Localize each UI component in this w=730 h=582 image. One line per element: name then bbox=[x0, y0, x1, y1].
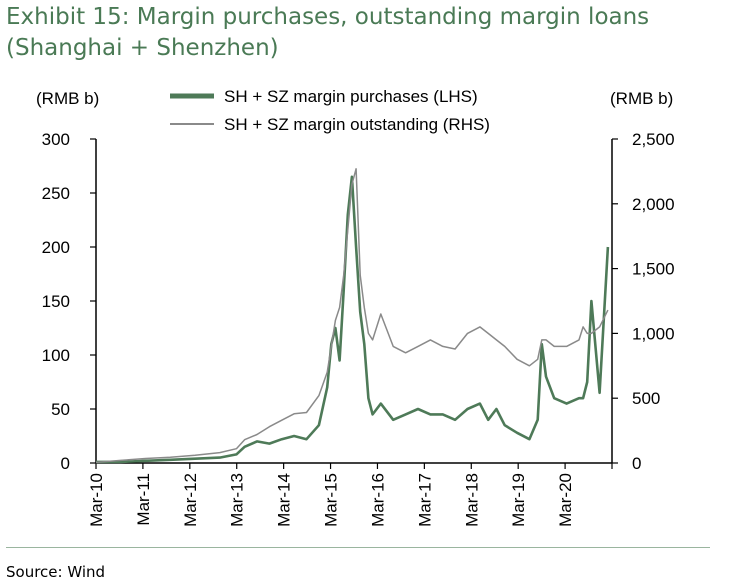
left-tick-label: 50 bbox=[51, 400, 70, 419]
source-note: Source: Wind bbox=[6, 563, 106, 581]
x-tick-label: Mar-15 bbox=[322, 473, 341, 527]
x-tick-label: Mar-20 bbox=[556, 473, 575, 527]
right-tick-label: 1,500 bbox=[632, 260, 675, 279]
x-tick-label: Mar-14 bbox=[275, 473, 294, 527]
series-line-margin-outstanding bbox=[95, 168, 609, 464]
left-axis-unit: (RMB b) bbox=[36, 89, 99, 108]
left-tick-label: 100 bbox=[42, 346, 70, 365]
x-tick-label: Mar-17 bbox=[415, 473, 434, 527]
right-tick-label: 0 bbox=[632, 454, 641, 473]
left-tick-label: 300 bbox=[42, 130, 70, 149]
plot-area: 0 50 100 150 200 250 300 0 500 1,000 1,500 2,000 2,5… bbox=[42, 130, 675, 527]
left-tick-label: 0 bbox=[61, 454, 70, 473]
right-tick-label: 2,500 bbox=[632, 130, 675, 149]
x-tick-label: Mar-16 bbox=[368, 473, 387, 527]
series-line-margin-purchases bbox=[96, 175, 610, 464]
chart-title-line-1: Exhibit 15: Margin purchases, outstandin… bbox=[6, 4, 650, 30]
x-tick-label: Mar-13 bbox=[228, 473, 247, 527]
left-tick-label: 250 bbox=[42, 184, 70, 203]
left-tick-label: 150 bbox=[42, 292, 70, 311]
right-tick-label: 1,000 bbox=[632, 324, 675, 343]
x-tick-label: Mar-12 bbox=[181, 473, 200, 527]
separator-line bbox=[6, 547, 710, 548]
x-tick-label: Mar-10 bbox=[87, 473, 106, 527]
chart-title: Exhibit 15: Margin purchases, outstandin… bbox=[6, 2, 721, 64]
legend-label-purchases: SH + SZ margin purchases (LHS) bbox=[224, 87, 478, 106]
right-tick-label: 500 bbox=[632, 389, 660, 408]
chart-title-line-2: (Shanghai + Shenzhen) bbox=[6, 35, 279, 61]
x-tick-label: Mar-18 bbox=[462, 473, 481, 527]
right-axis-unit: (RMB b) bbox=[610, 89, 673, 108]
x-tick-label: Mar-19 bbox=[509, 473, 528, 527]
legend-label-outstanding: SH + SZ margin outstanding (RHS) bbox=[224, 115, 490, 134]
chart-svg: (RMB b) (RMB b) SH + SZ margin purchases… bbox=[36, 87, 675, 527]
x-tick-label: Mar-11 bbox=[134, 473, 153, 526]
left-tick-label: 200 bbox=[42, 238, 70, 257]
right-tick-label: 2,000 bbox=[632, 195, 675, 214]
legend: SH + SZ margin purchases (LHS) SH + SZ m… bbox=[170, 87, 490, 134]
